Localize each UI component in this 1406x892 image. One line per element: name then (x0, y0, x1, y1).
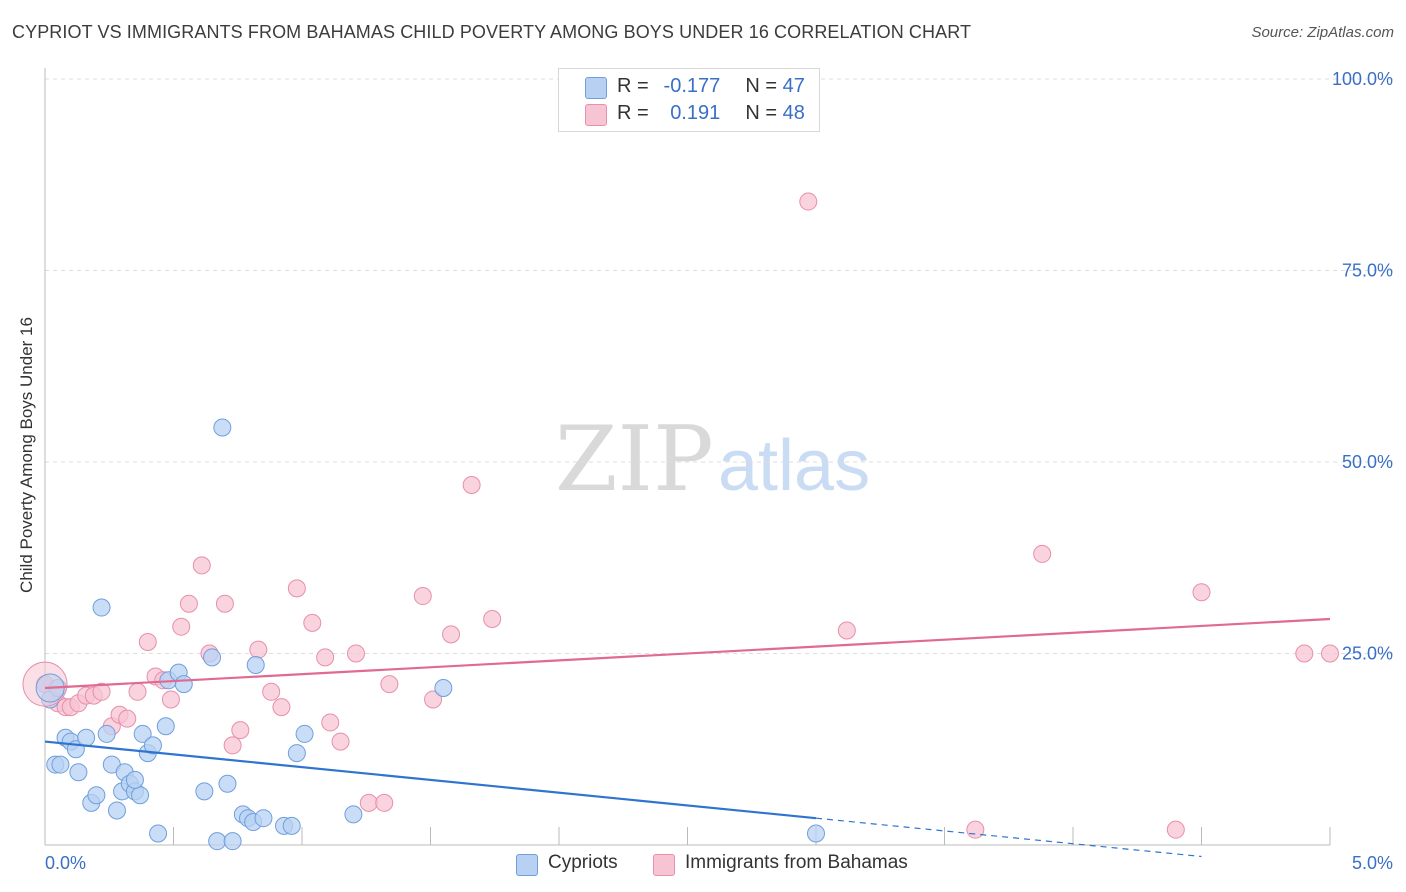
cypriot-point (208, 832, 227, 851)
bahamas-point (380, 675, 399, 694)
bahamas-trend-line (44, 617, 1331, 690)
cypriot-point (133, 724, 152, 743)
bahamas-point (375, 793, 394, 812)
bahamas-point (346, 644, 365, 663)
cypriot-point (254, 809, 273, 828)
y-tick-label: 50.0% (1342, 452, 1393, 472)
bahamas-point (837, 621, 856, 640)
x-tick-label: 0.0% (45, 853, 86, 873)
bahamas-point (179, 594, 198, 613)
cypriot-trend-extension (815, 817, 1202, 858)
bottom-legend-label: Cypriots (548, 852, 618, 873)
bahamas-point (321, 713, 340, 732)
cypriot-point (51, 755, 70, 774)
bottom-legend-label: Immigrants from Bahamas (685, 852, 908, 873)
cypriot-point (143, 736, 162, 755)
bahamas-point (1166, 820, 1185, 839)
cypriot-point (218, 774, 237, 793)
cypriot-point (77, 728, 96, 747)
cypriot-point (282, 816, 301, 835)
cypriot-point (97, 724, 116, 743)
bahamas-point (1321, 644, 1339, 663)
source-attribution: Source: ZipAtlas.com (1251, 24, 1394, 41)
cypriot-point (107, 801, 126, 820)
bahamas-point (231, 721, 250, 740)
bahamas-point (483, 610, 502, 629)
x-tick-label: 5.0% (1352, 853, 1393, 873)
bahamas-point (1033, 544, 1052, 563)
bahamas-point (424, 690, 443, 709)
correlation-legend: R = -0.177 N = 47 R = 0.191 N = 48 (558, 68, 820, 132)
cypriot-point (156, 717, 175, 736)
bahamas-point (223, 736, 242, 755)
legend-r-value: -0.177 (663, 75, 721, 97)
bahamas-point (1192, 583, 1211, 602)
cypriot-point (92, 598, 111, 617)
bahamas-point (138, 633, 157, 652)
legend-n-value: 47 (782, 75, 805, 97)
chart-title: CYPRIOT VS IMMIGRANTS FROM BAHAMAS CHILD… (12, 22, 972, 42)
y-tick-label: 100.0% (1332, 69, 1393, 89)
cypriot-point (87, 786, 106, 805)
cypriot-point (131, 786, 150, 805)
bahamas-point (118, 709, 137, 728)
bahamas-point (966, 820, 985, 839)
cypriot-point (434, 678, 453, 697)
bahamas-point (272, 698, 291, 717)
bahamas-point (262, 682, 281, 701)
bahamas-point (192, 556, 211, 575)
bottom-legend-swatch-pink (653, 854, 675, 876)
legend-swatch-blue (585, 77, 607, 99)
legend-n-value: 48 (782, 102, 805, 124)
cypriot-point (195, 782, 214, 801)
legend-r-label: R = (617, 75, 649, 97)
bahamas-point (413, 587, 432, 606)
bahamas-point (316, 648, 335, 667)
bahamas-point (799, 192, 818, 211)
bahamas-point (331, 732, 350, 751)
cypriot-trend-line (44, 740, 817, 820)
cypriot-point (125, 770, 144, 789)
legend-swatch-pink (585, 104, 607, 126)
cypriot-point (223, 832, 242, 851)
bahamas-point (92, 682, 111, 701)
cypriot-point (69, 763, 88, 782)
bahamas-point (161, 690, 180, 709)
legend-r-value: 0.191 (670, 102, 721, 124)
cypriot-point (149, 824, 168, 843)
bahamas-point (287, 579, 306, 598)
cypriot-point (295, 724, 314, 743)
y-tick-label: 25.0% (1342, 644, 1393, 664)
bottom-legend-swatch-blue (516, 854, 538, 876)
legend-n-label: N = (745, 75, 778, 97)
watermark-atlas: atlas (718, 426, 870, 506)
y-axis-label: Child Poverty Among Boys Under 16 (17, 317, 36, 593)
bahamas-point (303, 613, 322, 632)
bahamas-point (462, 475, 481, 494)
cypriot-point (807, 824, 825, 843)
bahamas-point (359, 793, 378, 812)
legend-n-label: N = (745, 102, 778, 124)
cypriot-point (203, 648, 222, 667)
cypriot-point (344, 805, 363, 824)
y-tick-label: 75.0% (1342, 261, 1393, 281)
bahamas-point (442, 625, 461, 644)
bahamas-point (249, 640, 268, 659)
cypriot-point (213, 418, 232, 437)
bahamas-point (1295, 644, 1314, 663)
bahamas-point (215, 594, 234, 613)
legend-r-label: R = (617, 102, 649, 124)
watermark-zip: ZIP (555, 407, 714, 512)
bahamas-point (172, 617, 191, 636)
bahamas-point (128, 682, 147, 701)
cypriot-point (246, 655, 265, 674)
cypriot-point (287, 744, 306, 763)
cypriot-point (174, 675, 193, 694)
